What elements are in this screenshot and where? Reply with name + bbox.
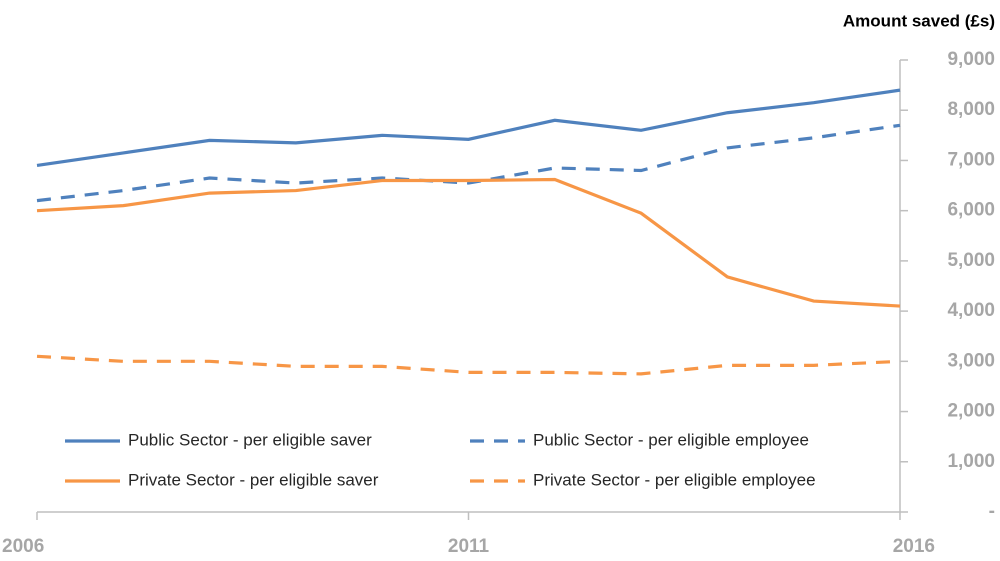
x-tick-label: 2011 — [448, 536, 490, 556]
series-line — [36, 88, 901, 168]
y-tick-label: 7,000 — [947, 149, 995, 170]
y-tick-label: 9,000 — [947, 49, 995, 70]
y-tick-label: 5,000 — [947, 250, 995, 271]
y-tick-label: 8,000 — [947, 99, 995, 120]
y-tick-label: 3,000 — [947, 350, 995, 371]
series-line — [36, 177, 901, 308]
y-tick-label: 2,000 — [947, 401, 995, 422]
legend-label: Public Sector - per eligible employee — [533, 430, 809, 449]
x-tick-label: 2006 — [2, 536, 44, 556]
legend-label: Private Sector - per eligible employee — [533, 470, 816, 489]
axis-title: Amount saved (£s) — [843, 11, 995, 30]
y-tick-label: - — [989, 501, 995, 522]
legend-label: Public Sector - per eligible saver — [128, 430, 372, 449]
x-tick-label: 2016 — [893, 536, 935, 556]
y-tick-label: 4,000 — [947, 300, 995, 321]
series-line — [36, 123, 901, 203]
series-line — [36, 354, 901, 376]
y-tick-label: 1,000 — [947, 451, 995, 472]
legend-label: Private Sector - per eligible saver — [128, 470, 379, 489]
y-tick-label: 6,000 — [947, 200, 995, 221]
